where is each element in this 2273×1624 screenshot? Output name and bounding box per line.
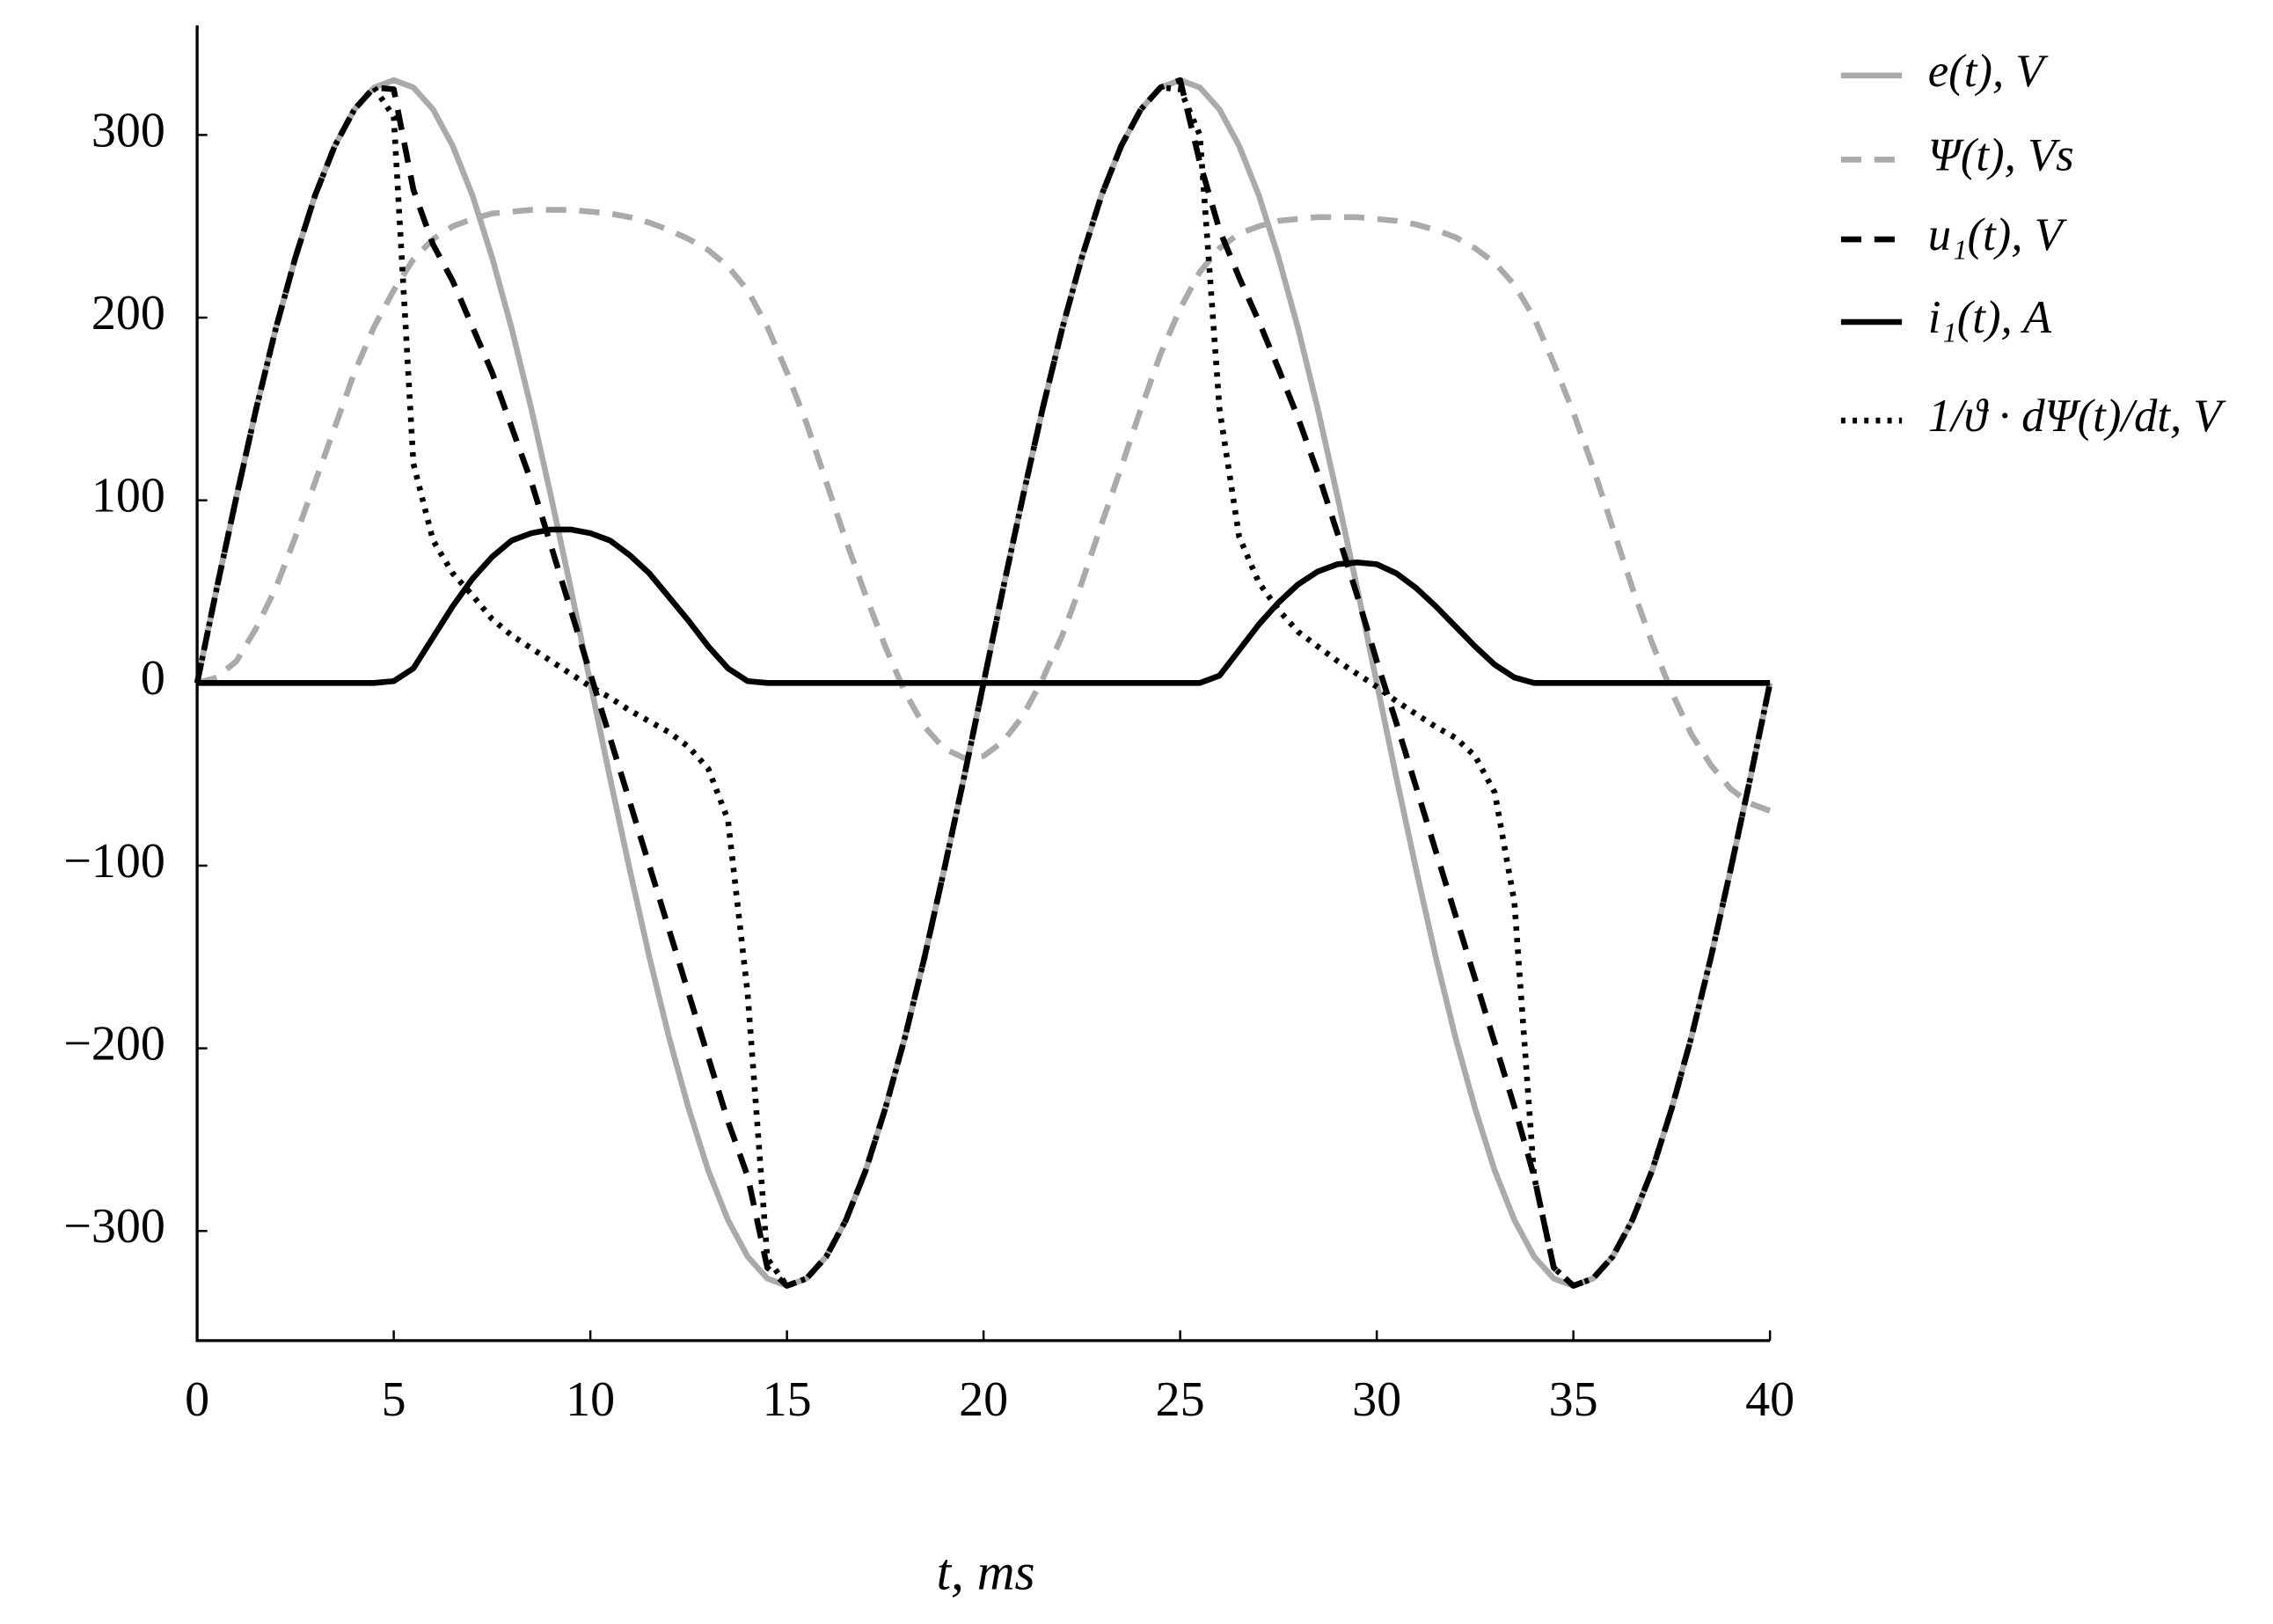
x-tick-label: 10 (566, 1372, 615, 1427)
x-tick-label: 35 (1549, 1372, 1598, 1427)
x-tick-label: 0 (185, 1372, 209, 1427)
x-tick-label: 15 (763, 1372, 812, 1427)
y-tick-label: 300 (91, 103, 165, 157)
x-tick-label: 40 (1745, 1372, 1794, 1427)
x-tick-label: 20 (959, 1372, 1008, 1427)
series-line (194, 84, 1773, 1289)
legend-label: e(t), V (1928, 46, 2050, 97)
x-tick-label: 30 (1352, 1372, 1401, 1427)
y-tick-label: −200 (63, 1016, 165, 1071)
y-tick-label: −300 (63, 1199, 165, 1254)
x-tick-label: 5 (382, 1372, 406, 1427)
legend-label: u₁(t), V (1928, 209, 2068, 260)
x-tick-label: 25 (1156, 1372, 1205, 1427)
y-tick-label: 0 (141, 651, 165, 706)
x-axis-label: t, ms (937, 1543, 1035, 1601)
y-tick-label: 200 (91, 286, 165, 340)
y-tick-label: 100 (91, 469, 165, 523)
legend-label: Ψ(t), Vs (1928, 130, 2074, 181)
y-tick-label: −100 (63, 834, 165, 889)
series-line (197, 526, 1771, 686)
legend-label: i₁(t), A (1928, 292, 2052, 343)
legend-label: 1/ϑ · dΨ(t)/dt, V (1928, 391, 2227, 442)
series-line (196, 207, 1772, 814)
